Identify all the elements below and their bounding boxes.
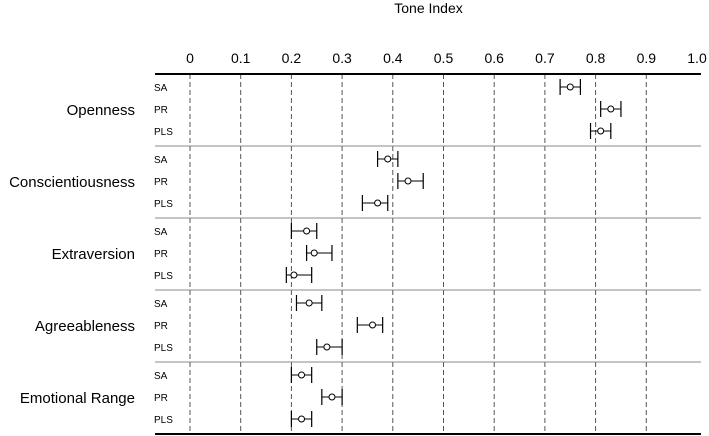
x-tick-label: 0.5 xyxy=(434,50,454,66)
grid-layer xyxy=(189,74,647,434)
x-tick-label: 0.7 xyxy=(535,50,555,66)
x-tick-label: 0.9 xyxy=(637,50,657,66)
point-estimate xyxy=(310,249,318,257)
row-label: PR xyxy=(154,177,168,188)
x-tick-label: 0.2 xyxy=(282,50,302,66)
point-estimate xyxy=(597,127,605,135)
row-label: SA xyxy=(154,83,168,94)
trait-label: Conscientiousness xyxy=(9,174,135,191)
point-estimate xyxy=(298,415,306,423)
row-label: PR xyxy=(154,321,168,332)
x-axis-title: Tone Index xyxy=(394,0,463,16)
point-estimate xyxy=(384,155,392,163)
point-estimate xyxy=(305,299,313,307)
trait-label: Extraversion xyxy=(52,246,135,263)
trait-label: Openness xyxy=(67,102,135,119)
row-label: PR xyxy=(154,105,168,116)
data-marks xyxy=(285,79,622,427)
row-label: SA xyxy=(154,227,168,238)
x-tick-label: 0 xyxy=(186,50,194,66)
point-estimate xyxy=(290,271,298,279)
point-estimate xyxy=(298,371,306,379)
point-estimate xyxy=(328,393,336,401)
x-tick-label: 0.3 xyxy=(332,50,352,66)
trait-label: Agreeableness xyxy=(35,318,135,335)
x-tick-label: 0.6 xyxy=(484,50,504,66)
row-label: SA xyxy=(154,371,168,382)
trait-label: Emotional Range xyxy=(20,390,135,407)
group-separators xyxy=(155,73,701,435)
row-label: PLS xyxy=(154,127,173,138)
point-estimate xyxy=(369,321,377,329)
point-estimate xyxy=(303,227,311,235)
row-label: PLS xyxy=(154,199,173,210)
row-label: PLS xyxy=(154,271,173,282)
point-estimate xyxy=(323,343,331,351)
x-tick-label: 1.0 xyxy=(687,50,707,66)
row-label: PLS xyxy=(154,343,173,354)
point-estimate xyxy=(566,83,574,91)
x-tick-labels: 0 0.1 0.2 0.3 0.4 0.5 0.6 0.7 0.8 0.9 1.0 xyxy=(186,50,707,66)
row-label: SA xyxy=(154,299,168,310)
row-labels: Openness SA PR PLS Conscientiousness SA PR PLS E… xyxy=(9,83,173,426)
row-label: SA xyxy=(154,155,168,166)
row-label: PR xyxy=(154,393,168,404)
row-label: PLS xyxy=(154,415,173,426)
point-estimate xyxy=(404,177,412,185)
x-tick-label: 0.4 xyxy=(383,50,403,66)
x-tick-label: 0.8 xyxy=(586,50,606,66)
point-estimate xyxy=(374,199,382,207)
x-tick-label: 0.1 xyxy=(231,50,251,66)
row-label: PR xyxy=(154,249,168,260)
point-estimate xyxy=(607,105,615,113)
